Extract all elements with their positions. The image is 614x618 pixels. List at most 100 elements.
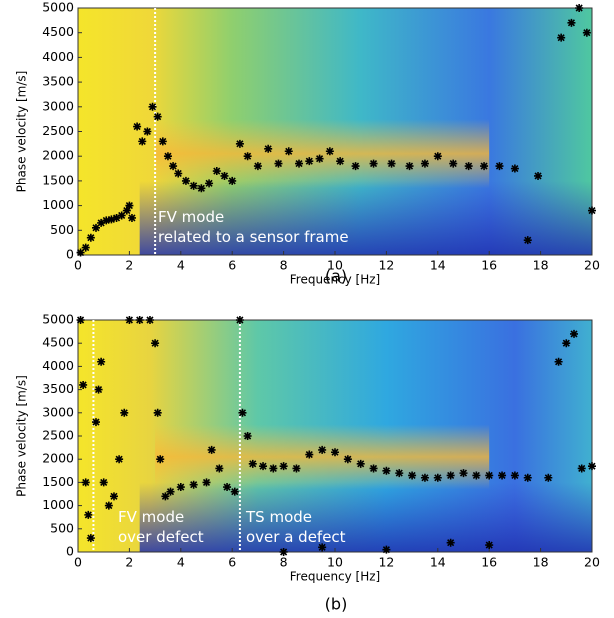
y-tick-label: 2500 [42, 123, 74, 138]
data-point [369, 464, 378, 473]
y-tick-label: 3500 [42, 74, 74, 89]
data-point [544, 473, 553, 482]
data-point [153, 408, 162, 417]
data-point [91, 418, 100, 427]
data-point [557, 33, 566, 42]
x-tick-label: 0 [74, 555, 82, 570]
y-tick-label: 2000 [42, 451, 74, 466]
data-point [510, 471, 519, 480]
data-point [343, 455, 352, 464]
data-point [81, 478, 90, 487]
data-point [498, 471, 507, 480]
x-tick-label: 10 [327, 555, 343, 570]
data-point [205, 179, 214, 188]
y-tick-label: 0 [66, 247, 74, 262]
x-tick-label: 16 [481, 555, 497, 570]
data-point [433, 473, 442, 482]
data-point [274, 159, 283, 168]
data-point [318, 543, 327, 552]
data-point [112, 213, 121, 222]
y-tick-label: 4000 [42, 49, 74, 64]
data-point [97, 218, 106, 227]
y-tick-label: 3000 [42, 404, 74, 419]
data-point [577, 464, 586, 473]
data-point [207, 445, 216, 454]
x-tick-label: 18 [533, 258, 549, 273]
data-point [117, 211, 126, 220]
x-tick-label: 8 [280, 555, 288, 570]
data-point [148, 102, 157, 111]
data-point [248, 459, 257, 468]
x-tick-label: 12 [378, 258, 394, 273]
data-point [135, 316, 144, 324]
data-point [480, 162, 489, 171]
data-point [485, 471, 494, 480]
data-point [115, 455, 124, 464]
x-axis-label: Frequency [Hz] [290, 273, 381, 287]
y-tick-label: 1000 [42, 497, 74, 512]
data-point [156, 455, 165, 464]
data-point [220, 171, 229, 180]
x-tick-label: 10 [327, 258, 343, 273]
data-point [325, 147, 334, 156]
data-point [104, 501, 113, 510]
annotation: over defect [118, 528, 204, 546]
data-point [189, 181, 198, 190]
data-point [81, 243, 90, 252]
data-point [181, 176, 190, 185]
data-point [405, 162, 414, 171]
data-point [315, 154, 324, 163]
data-point [575, 4, 584, 12]
y-tick-label: 2000 [42, 148, 74, 163]
data-point [395, 469, 404, 478]
data-point [382, 466, 391, 475]
data-point [446, 471, 455, 480]
caption: (b) [325, 595, 348, 614]
data-point [264, 144, 273, 153]
x-tick-label: 4 [177, 555, 185, 570]
data-point [408, 471, 417, 480]
data-point [235, 316, 244, 324]
data-point [495, 162, 504, 171]
data-point [554, 357, 563, 366]
data-point [125, 316, 134, 324]
data-point [230, 487, 239, 496]
data-point [387, 159, 396, 168]
data-point [336, 157, 345, 166]
y-tick-label: 500 [50, 222, 74, 237]
heatmap-ridge [155, 424, 490, 490]
data-point [588, 462, 596, 471]
data-point [86, 534, 95, 543]
data-point [212, 167, 221, 176]
data-point [351, 162, 360, 171]
annotation: related to a sensor frame [158, 228, 349, 246]
data-point [174, 169, 183, 178]
data-point [472, 471, 481, 480]
data-point [588, 206, 596, 215]
x-tick-label: 12 [378, 555, 394, 570]
data-point [189, 480, 198, 489]
x-tick-label: 8 [280, 258, 288, 273]
y-axis-label: Phase velocity [m/s] [15, 375, 29, 497]
data-point [76, 316, 85, 324]
x-tick-label: 2 [125, 555, 133, 570]
y-axis-label: Phase velocity [m/s] [15, 71, 29, 193]
data-point [570, 329, 579, 338]
annotation: FV mode [118, 508, 184, 526]
data-point [420, 473, 429, 482]
caption: (a) [325, 267, 347, 286]
data-point [161, 492, 170, 501]
data-point [163, 152, 172, 161]
y-tick-label: 500 [50, 520, 74, 535]
data-point [84, 510, 93, 519]
data-point [76, 248, 85, 257]
data-point [464, 162, 473, 171]
data-point [202, 478, 211, 487]
x-tick-label: 20 [584, 258, 600, 273]
data-point [86, 233, 95, 242]
data-point [534, 171, 543, 180]
data-point [166, 487, 175, 496]
y-tick-label: 4500 [42, 335, 74, 350]
x-tick-label: 2 [125, 258, 133, 273]
